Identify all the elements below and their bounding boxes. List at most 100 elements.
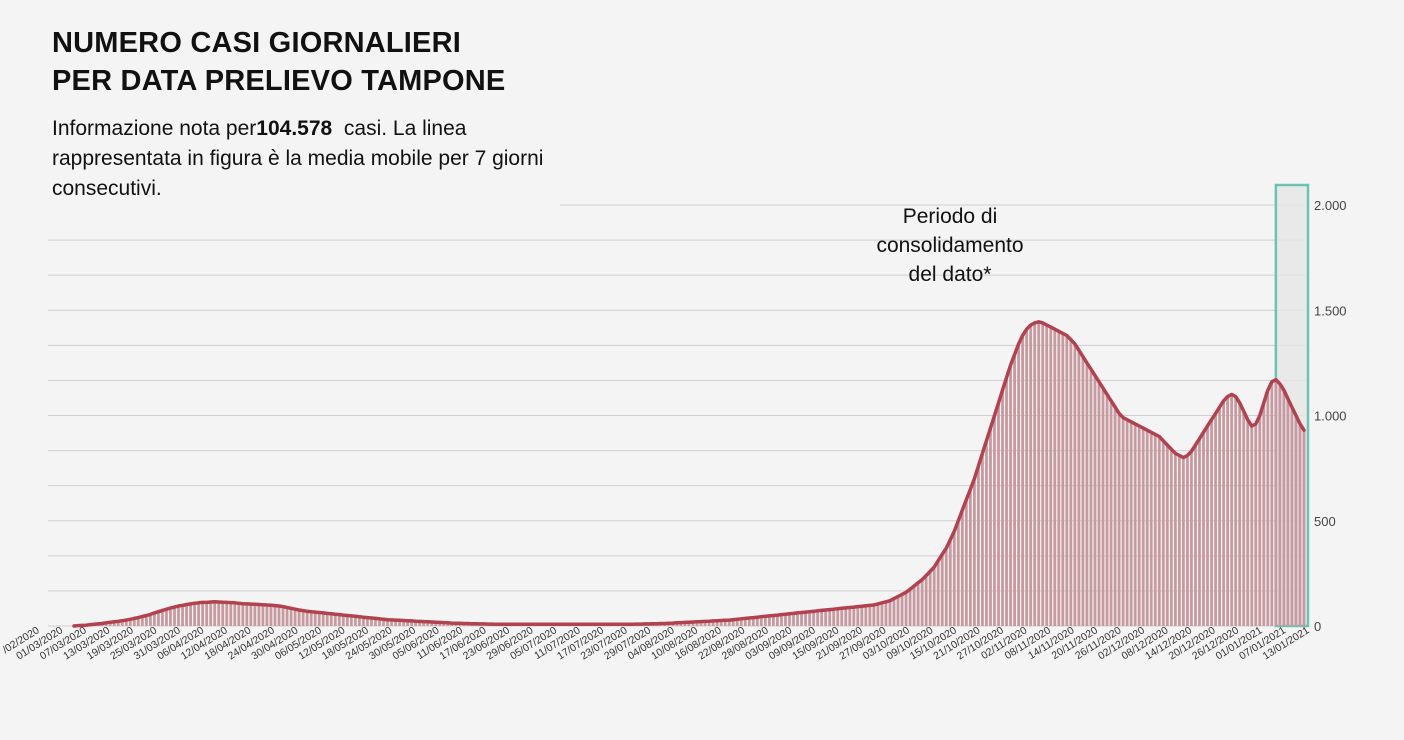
bar — [800, 612, 803, 626]
bar — [205, 602, 209, 626]
bar — [828, 609, 832, 626]
bar — [209, 602, 213, 626]
bar — [840, 608, 844, 626]
bar — [715, 620, 719, 626]
bar — [1033, 322, 1037, 626]
bar — [398, 620, 401, 626]
bar — [128, 619, 132, 626]
bar — [1133, 423, 1137, 626]
bar — [108, 622, 112, 626]
bar — [936, 560, 940, 626]
bar — [1282, 390, 1286, 626]
bar — [321, 612, 325, 626]
bar — [1021, 335, 1025, 626]
bar — [1153, 434, 1157, 626]
bar — [1125, 419, 1129, 626]
bar — [185, 604, 188, 626]
bar — [293, 609, 297, 626]
bar — [735, 619, 739, 626]
bar — [796, 612, 799, 626]
bar — [253, 604, 257, 626]
bar — [1101, 388, 1105, 626]
bar — [1041, 322, 1045, 626]
bar — [193, 603, 197, 626]
bar — [1238, 402, 1242, 626]
consolidation-annotation: Periodo di consolidamento del dato* — [850, 202, 1050, 289]
bar — [691, 622, 695, 626]
bar — [727, 620, 731, 626]
bar — [148, 614, 152, 626]
bar — [864, 605, 868, 626]
bar — [140, 616, 144, 626]
bar — [394, 620, 397, 626]
bar — [944, 548, 948, 626]
bar — [1161, 440, 1165, 626]
bar — [1009, 364, 1012, 626]
bar — [808, 611, 811, 626]
bar — [301, 610, 305, 626]
bar — [1181, 457, 1185, 626]
bar — [989, 428, 992, 626]
bar — [309, 611, 313, 626]
bar — [426, 621, 430, 626]
bar — [836, 608, 840, 626]
bar — [1141, 428, 1145, 626]
bar — [896, 596, 900, 626]
bar — [305, 611, 309, 626]
bar — [868, 605, 872, 626]
bar — [273, 605, 277, 626]
annotation-line-3: del dato* — [908, 263, 992, 286]
y-tick-label: 1.500 — [1314, 303, 1347, 318]
bar — [1230, 394, 1234, 626]
bar — [1274, 379, 1278, 626]
description-prefix: Informazione nota per — [52, 117, 257, 140]
bar — [1254, 423, 1258, 626]
bar — [1177, 455, 1181, 626]
bar — [213, 601, 217, 626]
bar — [329, 613, 333, 626]
bar — [981, 453, 984, 626]
bar — [269, 605, 273, 626]
bar — [161, 610, 164, 626]
bar — [1013, 354, 1016, 626]
bar — [181, 605, 184, 626]
bar — [912, 586, 916, 626]
bar — [132, 618, 136, 626]
bar — [788, 613, 791, 626]
chart-title-line-1: NUMERO CASI GIORNALIERI — [52, 27, 461, 59]
bar — [353, 616, 357, 626]
bar — [1294, 415, 1298, 626]
moving-average-line — [72, 320, 1306, 628]
bar — [1278, 383, 1282, 626]
bar — [325, 613, 329, 626]
bar — [1157, 436, 1161, 626]
bar — [1113, 407, 1117, 626]
bar — [1137, 426, 1141, 626]
bar — [892, 598, 896, 626]
bar — [993, 415, 996, 626]
y-tick-label: 1.000 — [1314, 409, 1347, 424]
bar — [1173, 453, 1177, 626]
bar — [378, 618, 381, 626]
bar — [1129, 421, 1133, 626]
bar — [739, 618, 743, 626]
bar — [382, 619, 385, 626]
bar — [1169, 449, 1173, 626]
bar — [687, 622, 691, 626]
bar — [157, 611, 160, 626]
bar — [144, 615, 148, 626]
bar — [904, 592, 908, 626]
bar — [948, 539, 952, 626]
bar — [313, 612, 317, 626]
bar — [1246, 419, 1250, 626]
bar — [233, 602, 237, 626]
annotation-line-2: consolidamento — [876, 234, 1024, 257]
bar — [1210, 419, 1213, 626]
bar — [820, 610, 824, 626]
bar — [1005, 377, 1008, 626]
bar — [374, 618, 377, 626]
bar — [1001, 390, 1004, 626]
bar — [772, 615, 775, 626]
bar — [1222, 400, 1226, 626]
y-tick-label: 500 — [1314, 514, 1336, 529]
